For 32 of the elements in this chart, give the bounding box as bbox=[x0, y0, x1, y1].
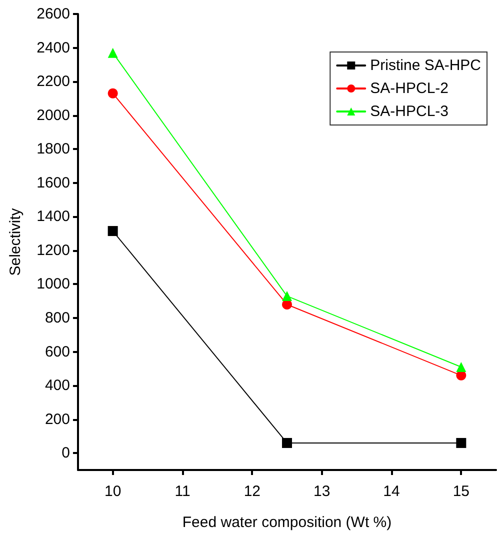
legend-label: SA-HPCL-3 bbox=[370, 103, 448, 120]
y-tick-label: 1400 bbox=[36, 208, 70, 226]
legend-label: SA-HPCL-2 bbox=[370, 80, 448, 97]
point bbox=[456, 362, 466, 372]
x-tick-label: 10 bbox=[104, 483, 122, 500]
y-tick-label: 1800 bbox=[36, 140, 70, 158]
y-tick-label: 1600 bbox=[36, 174, 70, 192]
x-tick-label: 14 bbox=[383, 483, 400, 500]
point bbox=[108, 88, 118, 98]
legend-label: Pristine SA-HPC bbox=[370, 57, 482, 74]
x-tick-label: 12 bbox=[244, 483, 261, 500]
y-axis-title: Selectivity bbox=[7, 208, 24, 276]
y-tick-label: 2600 bbox=[36, 6, 70, 22]
x-axis-title: Feed water composition (Wt %) bbox=[182, 514, 392, 531]
y-tick-label: 1200 bbox=[36, 242, 70, 259]
y-tick-label: 1000 bbox=[36, 276, 70, 293]
point bbox=[282, 291, 292, 302]
point bbox=[108, 48, 118, 58]
y-tick-label: 2400 bbox=[36, 39, 70, 56]
point bbox=[456, 438, 466, 448]
y-tick-label: 0 bbox=[62, 444, 70, 462]
y-tick-label: 400 bbox=[44, 377, 70, 394]
x-tick-label: 13 bbox=[313, 483, 330, 500]
y-tick-label: 2000 bbox=[36, 106, 70, 124]
point bbox=[282, 438, 292, 448]
y-tick-label: 800 bbox=[44, 310, 70, 326]
y-tick-label: 200 bbox=[44, 410, 70, 428]
x-tick-label: 15 bbox=[452, 483, 470, 500]
y-tick-label: 2200 bbox=[36, 73, 70, 90]
y-tick-label: 600 bbox=[44, 343, 70, 360]
x-tick-label: 11 bbox=[174, 483, 190, 500]
point bbox=[108, 226, 118, 236]
